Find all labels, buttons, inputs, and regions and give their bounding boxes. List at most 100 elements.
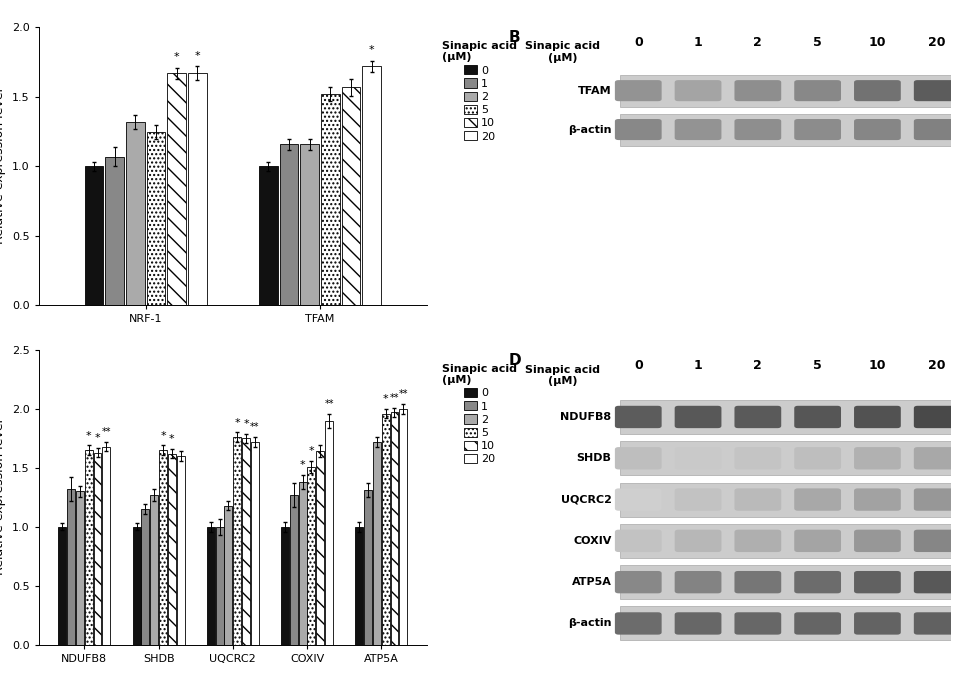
Text: *: * — [169, 434, 174, 445]
Text: *: * — [308, 446, 314, 456]
FancyBboxPatch shape — [794, 530, 840, 552]
FancyBboxPatch shape — [674, 406, 721, 428]
Text: 0: 0 — [633, 36, 642, 49]
Text: UQCRC2: UQCRC2 — [560, 495, 610, 505]
Text: *: * — [160, 431, 166, 440]
FancyBboxPatch shape — [913, 119, 959, 140]
FancyBboxPatch shape — [620, 483, 950, 517]
Bar — [133, 527, 141, 645]
Legend: 0, 1, 2, 5, 10, 20: 0, 1, 2, 5, 10, 20 — [440, 362, 519, 466]
Bar — [188, 73, 206, 305]
Text: *: * — [299, 460, 305, 470]
Bar — [279, 144, 297, 305]
Bar — [290, 495, 297, 645]
Bar — [259, 167, 277, 305]
Bar — [58, 527, 66, 645]
Bar — [298, 482, 306, 645]
Bar — [150, 495, 158, 645]
Bar — [372, 442, 381, 645]
FancyBboxPatch shape — [853, 406, 900, 428]
Text: 0: 0 — [633, 359, 642, 372]
FancyBboxPatch shape — [734, 447, 780, 469]
Bar — [93, 453, 102, 645]
Text: *: * — [243, 419, 249, 429]
FancyBboxPatch shape — [734, 530, 780, 552]
Text: *: * — [195, 51, 200, 61]
FancyBboxPatch shape — [614, 613, 661, 635]
Bar — [399, 409, 407, 645]
FancyBboxPatch shape — [734, 80, 780, 101]
Text: 1: 1 — [693, 359, 702, 372]
FancyBboxPatch shape — [614, 571, 661, 593]
FancyBboxPatch shape — [853, 613, 900, 635]
FancyBboxPatch shape — [620, 400, 950, 434]
Text: *: * — [86, 431, 91, 440]
FancyBboxPatch shape — [674, 80, 721, 101]
FancyBboxPatch shape — [913, 571, 959, 593]
Bar — [159, 450, 167, 645]
FancyBboxPatch shape — [734, 119, 780, 140]
Bar — [176, 456, 184, 645]
Text: B: B — [509, 30, 520, 45]
FancyBboxPatch shape — [794, 119, 840, 140]
FancyBboxPatch shape — [674, 447, 721, 469]
FancyBboxPatch shape — [674, 119, 721, 140]
Text: *: * — [234, 418, 239, 428]
Text: *: * — [383, 394, 388, 404]
Text: TFAM: TFAM — [578, 86, 610, 95]
FancyBboxPatch shape — [614, 80, 661, 101]
Text: COXIV: COXIV — [573, 536, 610, 546]
FancyBboxPatch shape — [620, 565, 950, 599]
Bar — [307, 466, 315, 645]
FancyBboxPatch shape — [794, 488, 840, 511]
Legend: 0, 1, 2, 5, 10, 20: 0, 1, 2, 5, 10, 20 — [440, 38, 519, 144]
Y-axis label: Relative expression level: Relative expression level — [0, 88, 7, 244]
FancyBboxPatch shape — [674, 488, 721, 511]
FancyBboxPatch shape — [853, 530, 900, 552]
Text: 5: 5 — [812, 36, 821, 49]
Bar — [300, 144, 319, 305]
Text: β-actin: β-actin — [568, 619, 610, 628]
Bar — [76, 491, 83, 645]
FancyBboxPatch shape — [734, 613, 780, 635]
FancyBboxPatch shape — [794, 406, 840, 428]
Text: 20: 20 — [927, 359, 945, 372]
Bar — [126, 122, 144, 305]
Text: 10: 10 — [868, 359, 886, 372]
FancyBboxPatch shape — [913, 406, 959, 428]
Text: ATP5A: ATP5A — [571, 577, 610, 587]
FancyBboxPatch shape — [734, 571, 780, 593]
Text: D: D — [509, 353, 521, 368]
FancyBboxPatch shape — [620, 524, 950, 558]
FancyBboxPatch shape — [620, 441, 950, 475]
FancyBboxPatch shape — [674, 571, 721, 593]
Bar — [382, 414, 390, 645]
Bar — [141, 509, 149, 645]
FancyBboxPatch shape — [614, 447, 661, 469]
FancyBboxPatch shape — [614, 488, 661, 511]
FancyBboxPatch shape — [913, 80, 959, 101]
Bar — [84, 450, 93, 645]
FancyBboxPatch shape — [734, 488, 780, 511]
FancyBboxPatch shape — [794, 447, 840, 469]
FancyBboxPatch shape — [734, 406, 780, 428]
Bar — [103, 447, 110, 645]
FancyBboxPatch shape — [853, 447, 900, 469]
FancyBboxPatch shape — [620, 114, 950, 145]
FancyBboxPatch shape — [913, 613, 959, 635]
Text: *: * — [368, 45, 374, 55]
Bar — [391, 412, 398, 645]
Text: *: * — [95, 433, 100, 443]
Bar — [363, 490, 372, 645]
FancyBboxPatch shape — [794, 613, 840, 635]
Text: 2: 2 — [753, 36, 762, 49]
Text: NDUFB8: NDUFB8 — [560, 412, 610, 422]
Text: 10: 10 — [868, 36, 886, 49]
Bar — [233, 437, 241, 645]
FancyBboxPatch shape — [794, 80, 840, 101]
FancyBboxPatch shape — [614, 119, 661, 140]
Text: **: ** — [398, 390, 408, 399]
Bar — [355, 527, 362, 645]
FancyBboxPatch shape — [853, 488, 900, 511]
Bar — [206, 527, 214, 645]
